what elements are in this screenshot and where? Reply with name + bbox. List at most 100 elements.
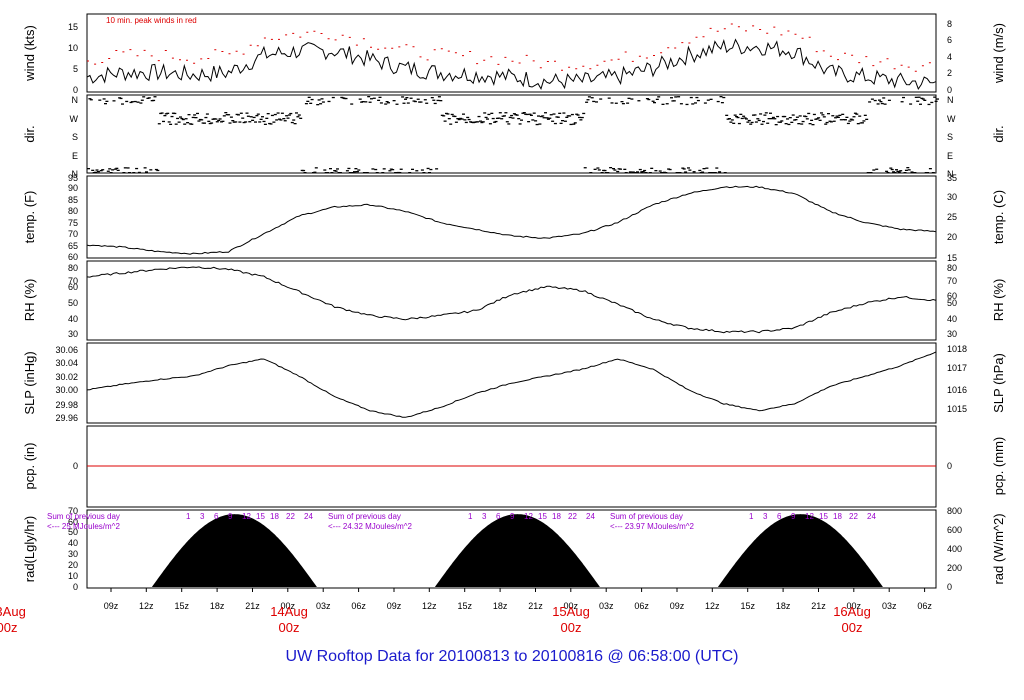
rad-hour-label: 24 — [867, 512, 876, 521]
dir-point — [746, 121, 750, 123]
dir-point — [757, 119, 761, 122]
wind-tick-0: 0 — [73, 85, 78, 95]
rad-tick-50: 50 — [68, 527, 78, 537]
slp-panel: SLP (inHg) SLP (hPa) 29.96 29.98 30.00 3… — [22, 342, 1006, 424]
slp-right-ticks: 1015 1016 1017 1018 — [947, 344, 967, 414]
dir-point — [479, 120, 482, 122]
dir-right-label: dir. — [991, 125, 1006, 142]
rad-tick-40: 40 — [68, 538, 78, 548]
dir-point — [251, 119, 255, 121]
dir-point — [763, 114, 767, 116]
dir-point — [766, 122, 770, 124]
dir-point — [559, 122, 563, 124]
dir-point — [510, 114, 514, 117]
x-tick-label: 12z — [139, 601, 154, 611]
pcp-tick-mm: 0 — [947, 461, 952, 471]
dir-point — [740, 117, 744, 120]
dir-point — [648, 172, 652, 174]
dir-point — [290, 121, 294, 124]
temp-right-label: temp. (C) — [991, 190, 1006, 244]
dir-point — [241, 117, 245, 119]
dir-point — [345, 170, 349, 172]
day-label-15aug: 15Aug — [552, 604, 590, 619]
dir-tick-e: E — [72, 151, 78, 161]
dir-point — [186, 122, 190, 124]
dir-point — [520, 119, 523, 121]
temp-c-35: 35 — [947, 173, 957, 183]
dir-rtick-e: E — [947, 151, 953, 161]
dir-point — [115, 167, 119, 169]
dir-point — [804, 115, 808, 118]
dir-point — [372, 97, 376, 99]
dir-point — [404, 98, 407, 100]
dir-point — [534, 120, 538, 122]
dir-point — [865, 118, 869, 120]
x-tick-label: 00z — [847, 601, 862, 611]
rad-right-label: rad (W/m^2) — [991, 513, 1006, 584]
dir-point — [320, 98, 324, 100]
dir-point — [299, 117, 303, 119]
dir-point — [429, 168, 433, 171]
dir-point — [231, 120, 235, 122]
dir-point — [511, 117, 515, 119]
dir-point — [436, 99, 440, 102]
x-axis-ticks: 09z 12z 15z 18z 21z 00z 03z 06z 09z 12z 15z 18z 21z 0… — [104, 588, 932, 611]
dir-point — [487, 113, 491, 116]
rad-hour-label: 6 — [777, 512, 782, 521]
dir-point — [585, 101, 589, 103]
rad-tick-60: 60 — [68, 517, 78, 527]
dir-point — [191, 116, 195, 119]
slp-left-ticks: 29.96 29.98 30.00 30.02 30.04 30.06 — [55, 345, 78, 423]
dir-point — [846, 122, 850, 125]
rad-hour-label: 12 — [242, 512, 251, 521]
dir-point — [435, 168, 439, 170]
rad-hour-label: 9 — [791, 512, 796, 521]
dir-point — [122, 172, 126, 174]
dir-point — [544, 112, 547, 114]
dir-point — [841, 113, 845, 115]
dir-point — [129, 101, 133, 104]
dir-point — [269, 123, 273, 125]
dir-point — [193, 114, 197, 116]
pcp-right-label: pcp. (mm) — [991, 437, 1006, 496]
dir-point — [515, 114, 519, 116]
dir-point — [875, 168, 879, 170]
dir-point — [624, 172, 628, 174]
dir-point — [934, 100, 938, 102]
dir-point — [668, 168, 672, 171]
dir-point — [747, 119, 751, 122]
dir-point — [810, 119, 814, 121]
chart-title: UW Rooftop Data for 20100813 to 20100816… — [285, 648, 739, 665]
dir-point — [416, 98, 420, 100]
dir-point — [794, 119, 798, 121]
dir-point — [899, 170, 903, 172]
dir-point — [706, 99, 710, 101]
dir-point — [553, 122, 557, 125]
dir-point — [754, 121, 758, 123]
dir-point — [580, 116, 584, 119]
rad-hour-label: 12 — [805, 512, 814, 521]
dir-point — [644, 172, 648, 174]
dir-point — [221, 120, 225, 122]
slp-left-label: SLP (inHg) — [22, 351, 37, 414]
dir-point — [125, 100, 129, 103]
dir-point — [130, 101, 134, 103]
dir-point — [739, 113, 743, 115]
dir-point — [408, 172, 412, 174]
slp-hpa-1017: 1017 — [947, 363, 967, 373]
dir-point — [464, 121, 468, 124]
dir-point — [705, 167, 709, 169]
dir-point — [507, 123, 511, 125]
rad-right-ticks: 0 200 400 600 800 — [947, 506, 962, 592]
dir-point — [314, 167, 318, 169]
temp-tick-95: 95 — [68, 173, 78, 183]
rad-sum-value-3: <--- 23.97 MJoules/m^2 — [610, 522, 695, 531]
dir-point — [512, 113, 516, 115]
dir-point — [904, 169, 908, 171]
dir-point — [769, 112, 772, 114]
dir-rtick-s: S — [947, 132, 953, 142]
dir-point — [578, 116, 581, 119]
dir-point — [128, 172, 131, 174]
dir-point — [730, 119, 734, 121]
dir-point — [787, 123, 791, 126]
